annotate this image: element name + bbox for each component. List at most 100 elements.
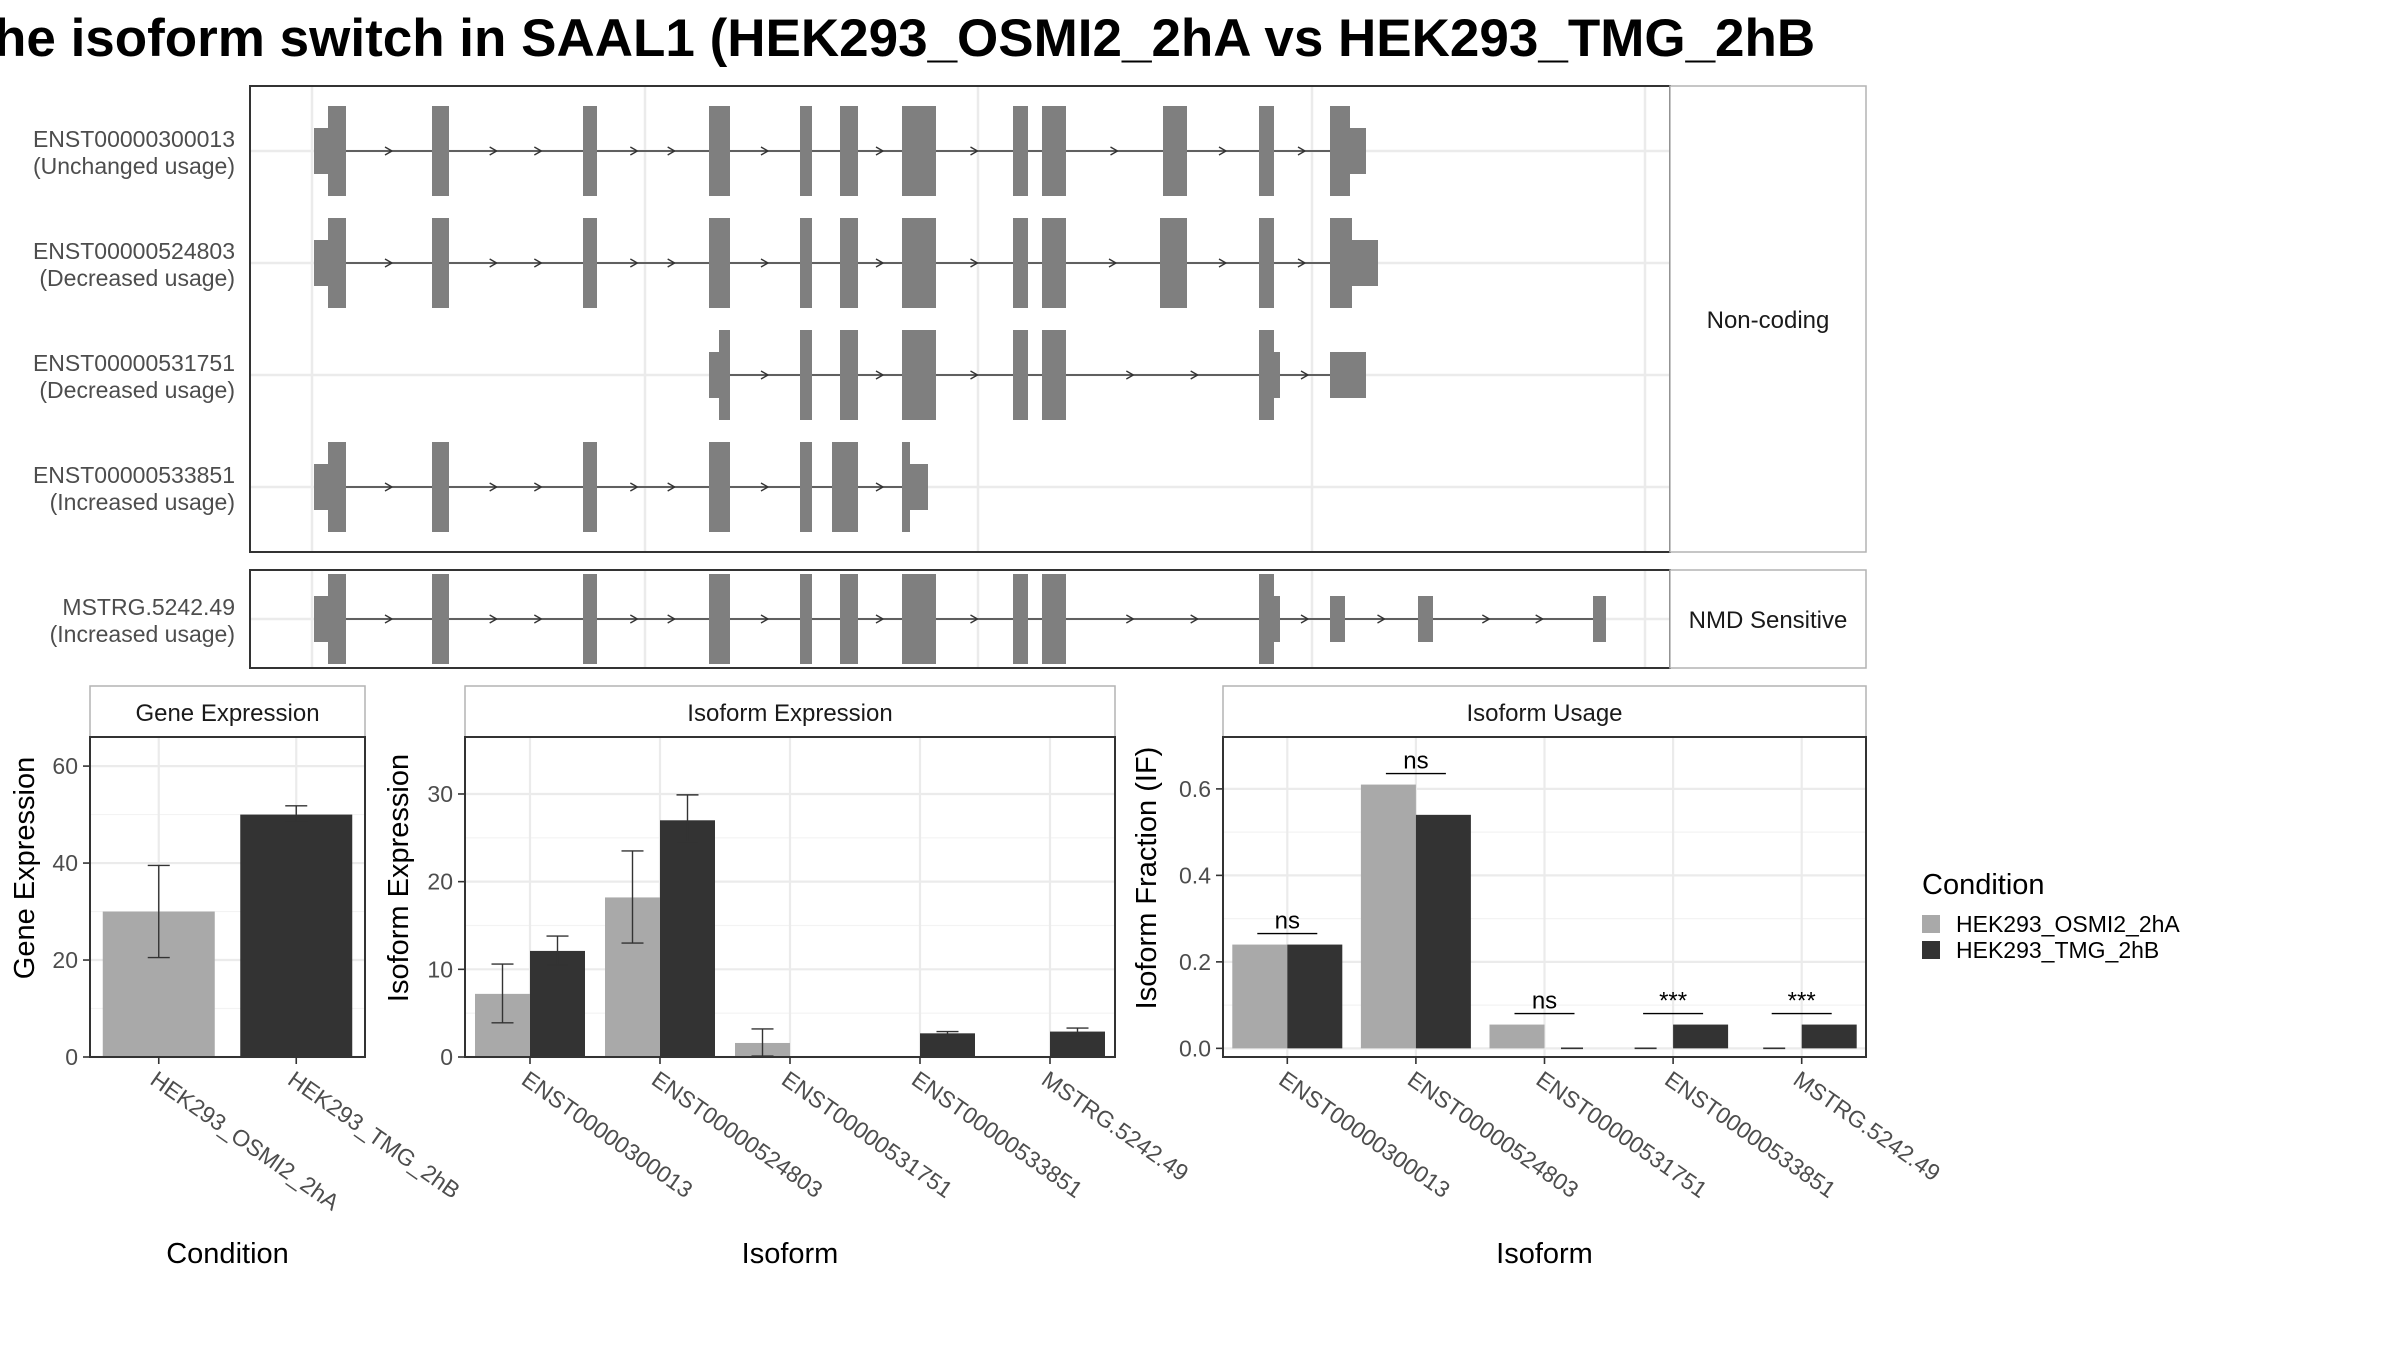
- x-axis-title: Isoform: [742, 1238, 839, 1270]
- strand-arrow: [760, 614, 770, 624]
- exon-utr: [1274, 596, 1280, 642]
- strand-arrow: [1300, 370, 1310, 380]
- exon-cds: [709, 106, 730, 196]
- isoform-id-label: ENST00000524803: [33, 238, 235, 264]
- y-tick-label: 10: [427, 956, 453, 982]
- exon-cds: [832, 442, 858, 532]
- strand-arrow: [1110, 146, 1119, 156]
- legend-swatch-osmi2: [1922, 915, 1940, 933]
- strand-arrow: [760, 482, 770, 492]
- isoform-usage-label: (Unchanged usage): [33, 153, 235, 179]
- exon-utr: [1330, 596, 1345, 642]
- significance-label: ***: [1788, 988, 1816, 1015]
- exon-utr: [1593, 596, 1606, 642]
- exon-utr: [1418, 596, 1433, 642]
- y-tick-label: 60: [52, 753, 78, 779]
- exon-cds: [1042, 574, 1066, 664]
- figure-title: he isoform switch in SAAL1 (HEK293_OSMI2…: [0, 9, 1815, 68]
- exon-cds: [432, 574, 449, 664]
- exon-cds: [1042, 330, 1066, 420]
- panel-strip: [1222, 685, 1867, 738]
- strand-arrow: [760, 370, 770, 380]
- strand-arrow: [629, 258, 639, 268]
- exon-cds: [1259, 106, 1274, 196]
- strand-arrow: [875, 482, 885, 492]
- isoform-usage-label: (Decreased usage): [39, 265, 235, 291]
- strand-arrow: [629, 614, 639, 624]
- strand-arrow: [667, 482, 677, 492]
- exon-utr: [709, 352, 719, 398]
- bar: [920, 1033, 975, 1057]
- condition-legend: Condition HEK293_OSMI2_2hA HEK293_TMG_2h…: [1922, 869, 2180, 963]
- bar: [1287, 944, 1343, 1049]
- isoform-id-label: ENST00000533851: [33, 462, 235, 488]
- y-tick-label: 0.0: [1179, 1035, 1211, 1061]
- exon-cds: [1013, 218, 1028, 308]
- facet-strip-label: Non-coding: [1707, 307, 1830, 334]
- exon-utr: [910, 464, 928, 510]
- isoform-id-label: ENST00000300013: [33, 126, 235, 152]
- exon-cds: [1160, 218, 1187, 308]
- exon-cds: [840, 106, 858, 196]
- y-axis-title: Isoform Expression: [383, 754, 415, 1002]
- exon-utr: [314, 128, 328, 174]
- strand-arrow: [1297, 146, 1307, 156]
- y-tick-label: 0: [65, 1044, 78, 1070]
- exon-cds: [1013, 330, 1028, 420]
- legend-swatch-tmg: [1922, 941, 1940, 959]
- significance-label: ns: [1275, 908, 1300, 935]
- exon-cds: [328, 106, 346, 196]
- exon-utr: [314, 596, 328, 642]
- bar: [1801, 1024, 1857, 1049]
- strand-arrow: [1125, 614, 1135, 624]
- exon-cds: [840, 218, 858, 308]
- legend-label-osmi2: HEK293_OSMI2_2hA: [1956, 911, 2180, 937]
- exon-cds: [328, 442, 346, 532]
- y-tick-label: 0.6: [1179, 776, 1211, 802]
- strand-arrow: [1218, 146, 1228, 156]
- exon-cds: [1042, 106, 1066, 196]
- exon-utr: [1350, 128, 1366, 174]
- exon-cds: [800, 106, 812, 196]
- strand-arrow: [970, 614, 979, 624]
- strand-arrow: [667, 614, 677, 624]
- strand-arrow: [760, 258, 770, 268]
- strand-arrow: [667, 258, 677, 268]
- panel-frame: [89, 736, 366, 1058]
- exon-cds: [1259, 218, 1274, 308]
- exon-cds: [432, 106, 449, 196]
- exon-cds: [902, 106, 936, 196]
- exon-cds: [902, 218, 936, 308]
- legend-label-tmg: HEK293_TMG_2hB: [1956, 937, 2159, 963]
- strand-arrow: [489, 482, 499, 492]
- y-tick-label: 40: [52, 850, 78, 876]
- strand-arrow: [1300, 614, 1310, 624]
- facet-strip-label: NMD Sensitive: [1689, 607, 1848, 634]
- strand-arrow: [760, 146, 770, 156]
- y-axis-title: Isoform Fraction (IF): [1131, 747, 1163, 1010]
- exon-cds: [800, 330, 812, 420]
- exon-cds: [432, 442, 449, 532]
- exon-cds: [583, 106, 597, 196]
- strand-arrow: [970, 146, 979, 156]
- strand-arrow: [1535, 614, 1545, 624]
- y-tick-label: 0.4: [1179, 862, 1211, 888]
- exon-cds: [800, 442, 812, 532]
- exon-cds: [583, 218, 597, 308]
- transcript-structure-panel: Non-coding ENST00000300013(Unchanged usag…: [33, 85, 1867, 669]
- exon-cds: [800, 218, 812, 308]
- strand-arrow: [1218, 258, 1228, 268]
- strand-arrow: [875, 258, 885, 268]
- structure-panel-frame: [249, 85, 1671, 553]
- exon-cds: [328, 574, 346, 664]
- bar: [1360, 784, 1416, 1049]
- strand-arrow: [533, 614, 543, 624]
- x-axis-title: Isoform: [1496, 1238, 1593, 1270]
- exon-cds: [1259, 574, 1274, 664]
- exon-cds: [1330, 218, 1352, 308]
- exon-cds: [902, 442, 910, 532]
- exon-cds: [583, 442, 597, 532]
- y-tick-label: 0.2: [1179, 949, 1211, 975]
- strand-arrow: [384, 482, 394, 492]
